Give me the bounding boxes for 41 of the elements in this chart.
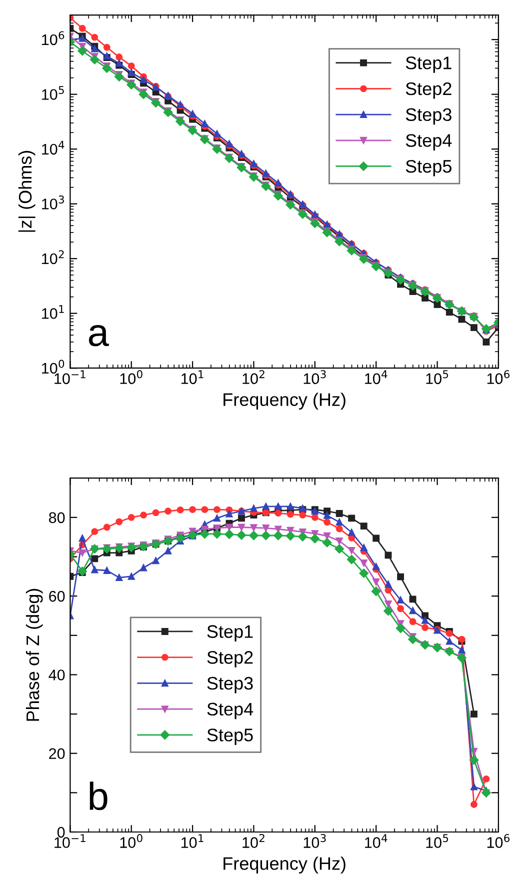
x-tick-label: 10$^{6}$ [487,834,510,848]
x-tick-label: 10$^{4}$ [365,370,388,384]
y-tick-label: 40 [48,670,65,680]
annotation: b [90,782,108,810]
y-tick-label: 10$^{3}$ [42,195,64,210]
x-tick-label: 10$^{5}$ [426,834,448,848]
y-tick-label: 10$^{2}$ [42,250,64,264]
x-tick-label: 10$^{0}$ [120,370,142,384]
x-axis-title: Frequency (Hz) [224,856,346,874]
legend-label: Step3 [406,108,452,125]
y-tick-label: 10$^{1}$ [42,305,64,319]
legend-label: Step5 [406,160,452,176]
x-tick-label: 10$^{1}$ [181,834,204,848]
x-axis-title: Frequency (Hz) [224,392,346,410]
legend-label: Step2 [207,651,253,668]
annotation: a [88,324,109,346]
x-tick-label: 10$^{3}$ [304,834,326,848]
x-tick-label: 10$^{4}$ [365,834,388,848]
x-tick-label: 10$^{6}$ [487,370,510,384]
x-tick-label: 10$^{1}$ [181,370,204,384]
x-tick-label: 10$^{3}$ [304,370,326,384]
y-tick-label: 10$^{6}$ [42,31,64,46]
x-tick-label: 10$^{5}$ [426,370,448,384]
y-tick-label: 10$^{4}$ [42,140,64,155]
y-tick-label: 10$^{5}$ [42,86,64,100]
legend-label: Step3 [207,676,253,694]
y-tick-label: 60 [49,590,65,602]
legend-label: Step1 [406,56,452,73]
x-tick-label: 10$^{0}$ [120,834,142,848]
legend-label: Step4 [406,134,452,150]
y-tick-label: 20 [49,748,65,760]
legend-label: Step4 [207,702,254,720]
y-axis-title: Phase of Z (deg) [26,588,43,721]
legend-label: Step5 [207,728,253,745]
y-axis-title: |z| (Ohms) [18,150,36,232]
legend-label: Step2 [406,82,452,99]
y-tick-label: 80 [48,512,65,524]
x-tick-label: 10$^{2}$ [242,834,264,848]
x-tick-label: 10$^{2}$ [242,370,264,384]
legend-label: Step1 [207,625,253,642]
y-tick-label: 10$^{0}$ [42,360,64,374]
